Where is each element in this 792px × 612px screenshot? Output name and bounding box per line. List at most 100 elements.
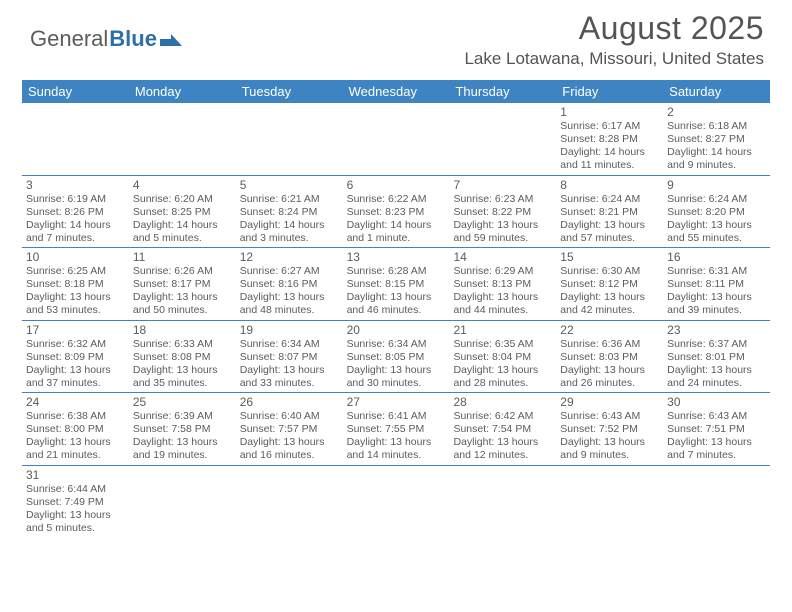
daylight-text: and 3 minutes. — [240, 232, 339, 245]
sunrise-text: Sunrise: 6:35 AM — [453, 338, 552, 351]
sunrise-text: Sunrise: 6:41 AM — [347, 410, 446, 423]
day-cell-29: 29Sunrise: 6:43 AMSunset: 7:52 PMDayligh… — [556, 393, 663, 465]
sunset-text: Sunset: 8:18 PM — [26, 278, 125, 291]
day-number: 17 — [26, 323, 125, 338]
day-cell-19: 19Sunrise: 6:34 AMSunset: 8:07 PMDayligh… — [236, 321, 343, 393]
sunrise-text: Sunrise: 6:38 AM — [26, 410, 125, 423]
day-cell-7: 7Sunrise: 6:23 AMSunset: 8:22 PMDaylight… — [449, 176, 556, 248]
day-number: 21 — [453, 323, 552, 338]
sunrise-text: Sunrise: 6:28 AM — [347, 265, 446, 278]
sunset-text: Sunset: 8:15 PM — [347, 278, 446, 291]
daylight-text: Daylight: 13 hours — [560, 291, 659, 304]
daylight-text: Daylight: 14 hours — [667, 146, 766, 159]
week-row: 10Sunrise: 6:25 AMSunset: 8:18 PM Dayligh… — [22, 248, 770, 321]
dow-sunday: Sunday — [22, 80, 129, 103]
day-number: 31 — [26, 468, 125, 483]
sunrise-text: Sunrise: 6:21 AM — [240, 193, 339, 206]
daylight-text: and 19 minutes. — [133, 449, 232, 462]
sunrise-text: Sunrise: 6:25 AM — [26, 265, 125, 278]
day-number: 5 — [240, 178, 339, 193]
day-number: 7 — [453, 178, 552, 193]
day-cell-20: 20Sunrise: 6:34 AMSunset: 8:05 PMDayligh… — [343, 321, 450, 393]
day-number: 13 — [347, 250, 446, 265]
sunset-text: Sunset: 8:23 PM — [347, 206, 446, 219]
daylight-text: and 7 minutes. — [26, 232, 125, 245]
sunset-text: Sunset: 8:13 PM — [453, 278, 552, 291]
sunrise-text: Sunrise: 6:27 AM — [240, 265, 339, 278]
sunrise-text: Sunrise: 6:43 AM — [560, 410, 659, 423]
daylight-text: and 35 minutes. — [133, 377, 232, 390]
day-cell-24: 24Sunrise: 6:38 AMSunset: 8:00 PMDayligh… — [22, 393, 129, 465]
sunrise-text: Sunrise: 6:32 AM — [26, 338, 125, 351]
day-number: 24 — [26, 395, 125, 410]
sunset-text: Sunset: 7:49 PM — [26, 496, 125, 509]
header: General Blue August 2025 Lake Lotawana, … — [0, 0, 792, 80]
day-cell-25: 25Sunrise: 6:39 AMSunset: 7:58 PMDayligh… — [129, 393, 236, 465]
daylight-text: and 44 minutes. — [453, 304, 552, 317]
daylight-text: and 46 minutes. — [347, 304, 446, 317]
day-number: 25 — [133, 395, 232, 410]
sunset-text: Sunset: 8:22 PM — [453, 206, 552, 219]
calendar: SundayMondayTuesdayWednesdayThursdayFrid… — [22, 80, 770, 537]
daylight-text: Daylight: 13 hours — [453, 291, 552, 304]
daylight-text: and 37 minutes. — [26, 377, 125, 390]
sunset-text: Sunset: 7:54 PM — [453, 423, 552, 436]
sunrise-text: Sunrise: 6:18 AM — [667, 120, 766, 133]
daylight-text: and 9 minutes. — [667, 159, 766, 172]
day-number: 6 — [347, 178, 446, 193]
daylight-text: Daylight: 13 hours — [347, 291, 446, 304]
day-number: 15 — [560, 250, 659, 265]
sunrise-text: Sunrise: 6:24 AM — [560, 193, 659, 206]
day-number: 30 — [667, 395, 766, 410]
daylight-text: and 14 minutes. — [347, 449, 446, 462]
sunset-text: Sunset: 8:12 PM — [560, 278, 659, 291]
dow-monday: Monday — [129, 80, 236, 103]
dow-friday: Friday — [556, 80, 663, 103]
day-number: 19 — [240, 323, 339, 338]
dow-thursday: Thursday — [449, 80, 556, 103]
daylight-text: Daylight: 13 hours — [240, 364, 339, 377]
sunset-text: Sunset: 8:21 PM — [560, 206, 659, 219]
day-cell-14: 14Sunrise: 6:29 AMSunset: 8:13 PMDayligh… — [449, 248, 556, 320]
sunrise-text: Sunrise: 6:31 AM — [667, 265, 766, 278]
day-number: 9 — [667, 178, 766, 193]
sunset-text: Sunset: 7:51 PM — [667, 423, 766, 436]
sunrise-text: Sunrise: 6:42 AM — [453, 410, 552, 423]
daylight-text: and 57 minutes. — [560, 232, 659, 245]
day-number: 3 — [26, 178, 125, 193]
month-title: August 2025 — [464, 10, 764, 47]
day-cell-22: 22Sunrise: 6:36 AMSunset: 8:03 PMDayligh… — [556, 321, 663, 393]
week-row: 17Sunrise: 6:32 AMSunset: 8:09 PMDayligh… — [22, 321, 770, 394]
empty-cell — [449, 103, 556, 175]
daylight-text: and 59 minutes. — [453, 232, 552, 245]
sunset-text: Sunset: 7:52 PM — [560, 423, 659, 436]
day-number: 14 — [453, 250, 552, 265]
daylight-text: Daylight: 14 hours — [26, 219, 125, 232]
empty-cell — [22, 103, 129, 175]
day-cell-3: 3Sunrise: 6:19 AMSunset: 8:26 PMDaylight… — [22, 176, 129, 248]
daylight-text: and 39 minutes. — [667, 304, 766, 317]
day-cell-27: 27Sunrise: 6:41 AMSunset: 7:55 PMDayligh… — [343, 393, 450, 465]
daylight-text: and 7 minutes. — [667, 449, 766, 462]
logo-text-general: General — [30, 26, 108, 52]
sunrise-text: Sunrise: 6:17 AM — [560, 120, 659, 133]
daylight-text: Daylight: 13 hours — [667, 291, 766, 304]
daylight-text: and 48 minutes. — [240, 304, 339, 317]
sunset-text: Sunset: 8:05 PM — [347, 351, 446, 364]
sunrise-text: Sunrise: 6:44 AM — [26, 483, 125, 496]
sunset-text: Sunset: 8:04 PM — [453, 351, 552, 364]
day-cell-15: 15Sunrise: 6:30 AMSunset: 8:12 PMDayligh… — [556, 248, 663, 320]
sunset-text: Sunset: 8:28 PM — [560, 133, 659, 146]
day-number: 8 — [560, 178, 659, 193]
daylight-text: and 42 minutes. — [560, 304, 659, 317]
daylight-text: Daylight: 13 hours — [667, 364, 766, 377]
daylight-text: and 50 minutes. — [133, 304, 232, 317]
day-number: 28 — [453, 395, 552, 410]
day-cell-23: 23Sunrise: 6:37 AMSunset: 8:01 PMDayligh… — [663, 321, 770, 393]
day-number: 10 — [26, 250, 125, 265]
daylight-text: Daylight: 13 hours — [347, 436, 446, 449]
daylight-text: and 28 minutes. — [453, 377, 552, 390]
title-block: August 2025 Lake Lotawana, Missouri, Uni… — [464, 10, 764, 69]
sunset-text: Sunset: 7:55 PM — [347, 423, 446, 436]
sunrise-text: Sunrise: 6:34 AM — [347, 338, 446, 351]
